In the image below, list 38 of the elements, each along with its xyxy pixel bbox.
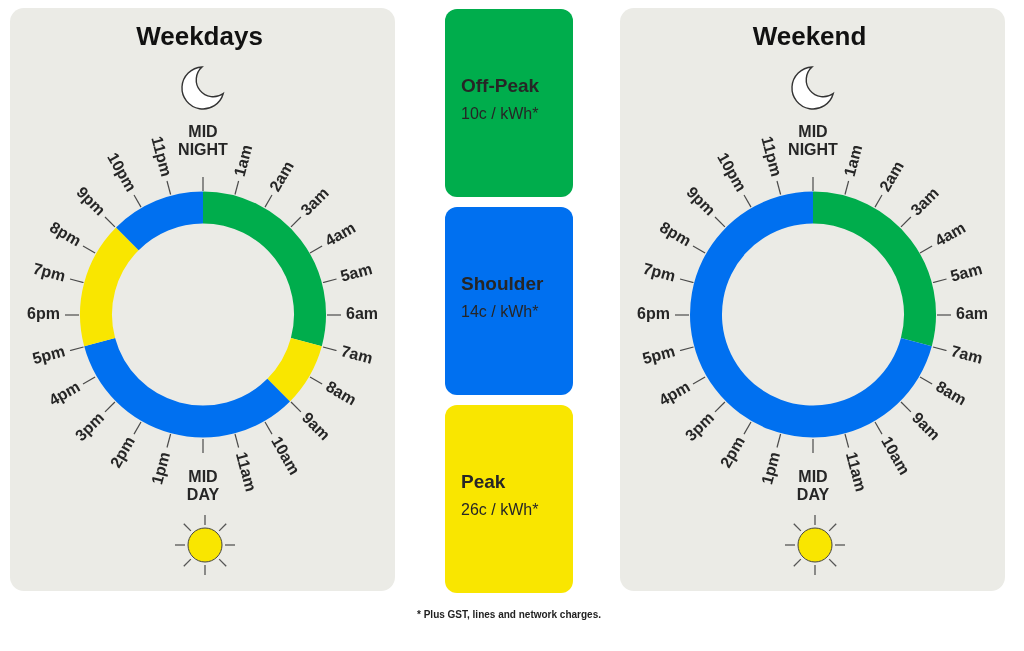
text: 1am: [230, 142, 256, 179]
text: MID NIGHT: [788, 123, 839, 159]
text: 8am: [323, 377, 360, 409]
chart-title: Weekdays: [136, 21, 263, 52]
text: 1am: [840, 142, 866, 179]
text: 6am: [346, 304, 379, 322]
text: 3pm: [681, 408, 718, 445]
text: 1pm: [758, 450, 784, 487]
chart-title: Weekend: [752, 21, 867, 52]
text: 4pm: [45, 377, 83, 409]
text: 6pm: [637, 304, 670, 322]
text: 3pm: [71, 408, 108, 445]
text: MID NIGHT: [178, 123, 229, 159]
text: 6am: [956, 304, 989, 322]
text: 4am: [322, 218, 359, 250]
text: 8am: [933, 377, 970, 409]
text: 5am: [948, 259, 984, 285]
text: MID DAY: [186, 468, 220, 504]
text: 7pm: [641, 259, 678, 285]
text: 11am: [232, 450, 260, 494]
text: 7am: [339, 342, 375, 367]
text: 4pm: [655, 377, 693, 409]
text: MID DAY: [796, 468, 830, 504]
text: 11pm: [758, 134, 786, 179]
text: 4am: [932, 218, 969, 250]
text: 3am: [297, 183, 332, 219]
text: 6pm: [27, 304, 60, 322]
text: 11pm: [148, 134, 176, 179]
text: 5pm: [30, 342, 67, 368]
text: 3am: [907, 183, 942, 219]
text: 7pm: [31, 259, 68, 285]
text: 5pm: [640, 342, 677, 368]
text: 5am: [338, 259, 374, 285]
text: 1pm: [148, 450, 174, 487]
text: 7am: [949, 342, 985, 367]
text: 8pm: [46, 218, 84, 250]
text: 8pm: [656, 218, 694, 250]
text: 11am: [842, 450, 870, 494]
